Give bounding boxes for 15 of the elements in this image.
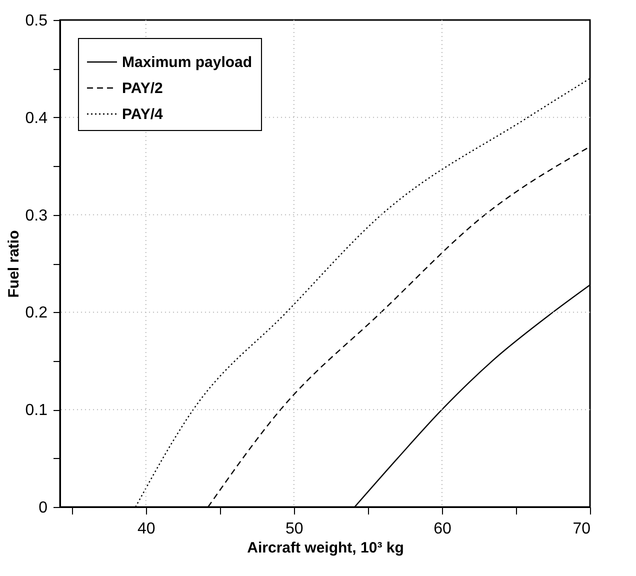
y-tick-label: 0 (38, 500, 48, 516)
y-tick-label: 0.1 (25, 402, 48, 420)
x-tick-label: 70 (572, 520, 591, 538)
y-tick-label: 0.5 (25, 12, 48, 30)
y-tick-label: 0.2 (25, 304, 48, 322)
x-axis-title: Aircraft weight, 10³ kg (247, 540, 404, 556)
x-tick-label: 40 (137, 520, 156, 538)
legend-label: PAY/4 (122, 106, 164, 123)
legend-label: PAY/2 (122, 80, 163, 97)
legend-label: Maximum payload (122, 54, 252, 71)
x-tick-label: 50 (286, 520, 304, 538)
y-tick-label: 0.3 (25, 207, 48, 224)
x-tick-label: 60 (434, 520, 452, 538)
y-tick-label: 0.4 (25, 110, 48, 127)
y-axis-title: Fuel ratio (5, 230, 22, 298)
